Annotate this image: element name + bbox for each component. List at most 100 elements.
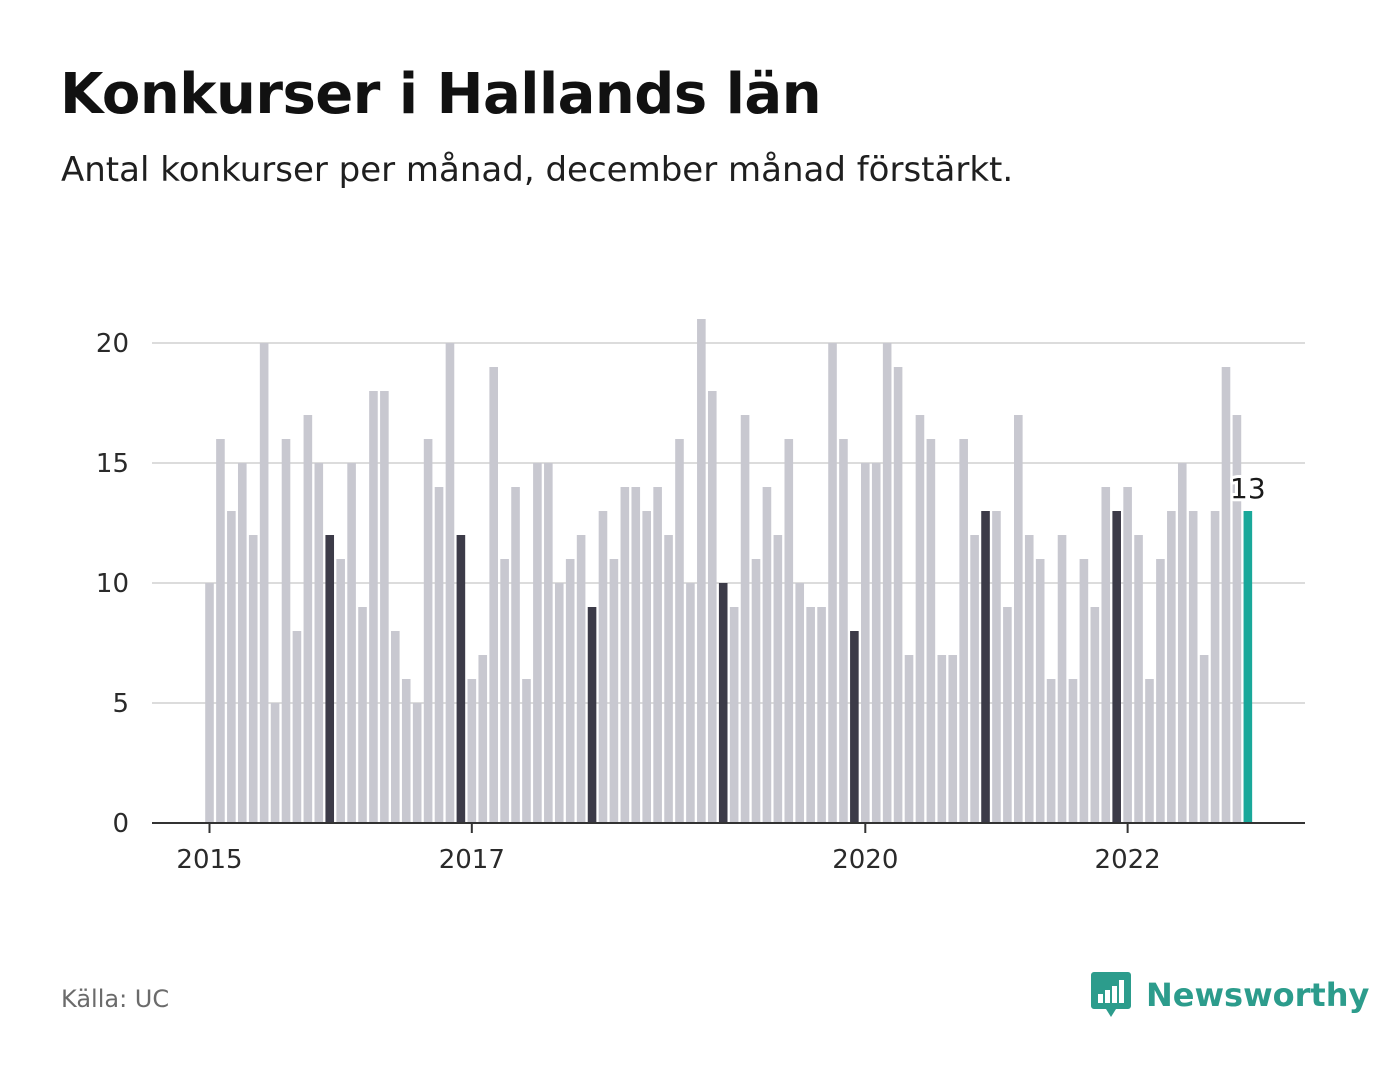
bar-93 — [1221, 367, 1231, 823]
bar-88 — [1167, 511, 1176, 823]
bar-11 — [325, 535, 335, 823]
bar-91 — [1199, 655, 1209, 823]
bar-58 — [839, 439, 848, 823]
bar-6 — [270, 703, 280, 823]
bar-77 — [1046, 679, 1056, 823]
bar-3 — [237, 463, 247, 823]
bar-51 — [762, 487, 772, 823]
bar-56 — [817, 607, 826, 823]
x-tick-label-2022: 2022 — [1095, 845, 1161, 875]
bar-78 — [1057, 535, 1067, 823]
bar-12 — [336, 559, 345, 823]
bar-29 — [522, 679, 531, 823]
bars — [205, 319, 1253, 823]
bar-34 — [576, 535, 586, 823]
y-tick-label-20: 20 — [96, 329, 129, 359]
bar-68 — [948, 655, 958, 823]
bar-81 — [1090, 607, 1100, 823]
bar-76 — [1035, 559, 1045, 823]
y-tick-label-10: 10 — [96, 569, 129, 599]
y-tick-label-15: 15 — [96, 449, 129, 479]
bar-32 — [554, 583, 564, 823]
bar-27 — [500, 559, 509, 823]
newsworthy-bar-chart-icon — [1091, 972, 1131, 1017]
bar-75 — [1024, 535, 1034, 823]
bar-82 — [1101, 487, 1111, 823]
bar-19 — [412, 703, 422, 823]
bar-85 — [1134, 535, 1143, 823]
bar-61 — [871, 463, 881, 823]
bar-8 — [292, 631, 302, 823]
bar-74 — [1014, 415, 1023, 823]
bar-89 — [1177, 463, 1187, 823]
bar-79 — [1068, 679, 1078, 823]
bar-92 — [1210, 511, 1220, 823]
bar-36 — [598, 511, 608, 823]
bar-40 — [642, 511, 651, 823]
bar-83 — [1112, 511, 1121, 823]
chart-title: Konkurser i Hallands län — [60, 62, 822, 127]
bar-28 — [511, 487, 520, 823]
bar-13 — [347, 463, 356, 823]
bar-2 — [227, 511, 236, 823]
bar-0 — [205, 583, 214, 823]
bar-43 — [675, 439, 684, 823]
bar-38 — [620, 487, 630, 823]
bar-49 — [740, 415, 750, 823]
highlight-value-label: 13 — [1230, 472, 1266, 505]
bar-22 — [445, 343, 455, 823]
bar-57 — [828, 343, 837, 823]
bar-26 — [489, 367, 498, 823]
bar-48 — [729, 607, 739, 823]
labels: 0 5 10 15 20 2015 2017 2020 2022 13 — [96, 329, 1269, 875]
bar-60 — [861, 463, 870, 823]
bar-66 — [926, 439, 936, 823]
bar-63 — [893, 367, 903, 823]
bar-65 — [915, 415, 925, 823]
x-tick-label-2020: 2020 — [832, 845, 898, 875]
bar-1 — [216, 439, 225, 823]
bar-44 — [686, 583, 695, 823]
bar-7 — [281, 439, 291, 823]
y-tick-label-5: 5 — [112, 689, 129, 719]
bar-70 — [970, 535, 979, 823]
axes — [152, 822, 1305, 833]
bar-62 — [882, 343, 892, 823]
newsworthy-logo: Newsworthy — [1090, 970, 1369, 1020]
bar-94 — [1232, 415, 1242, 823]
bar-50 — [751, 559, 761, 823]
bar-10 — [314, 463, 324, 823]
bar-95 — [1243, 511, 1253, 823]
bar-14 — [358, 607, 367, 823]
bar-87 — [1156, 559, 1165, 823]
bar-23 — [456, 535, 466, 823]
bar-55 — [806, 607, 815, 823]
bar-84 — [1123, 487, 1132, 823]
bar-30 — [533, 463, 542, 823]
logo-text: Newsworthy — [1146, 976, 1370, 1014]
chart-subtitle: Antal konkurser per månad, december måna… — [61, 150, 1014, 190]
bar-86 — [1145, 679, 1154, 823]
bar-47 — [718, 583, 728, 823]
source-note: Källa: UC — [61, 985, 170, 1013]
bar-37 — [609, 559, 619, 823]
bar-39 — [631, 487, 641, 823]
bar-71 — [981, 511, 990, 823]
bar-80 — [1079, 559, 1089, 823]
bar-59 — [850, 631, 859, 823]
bar-72 — [992, 511, 1001, 823]
bar-17 — [391, 631, 400, 823]
bar-16 — [380, 391, 389, 823]
bar-73 — [1003, 607, 1012, 823]
bar-33 — [565, 559, 575, 823]
bar-42 — [664, 535, 673, 823]
bar-15 — [369, 391, 378, 823]
bar-5 — [259, 343, 269, 823]
bar-90 — [1188, 511, 1198, 823]
bar-69 — [959, 439, 968, 823]
bar-52 — [773, 535, 783, 823]
bar-64 — [904, 655, 914, 823]
bar-41 — [653, 487, 662, 823]
bar-53 — [784, 439, 794, 823]
bar-18 — [401, 679, 411, 823]
